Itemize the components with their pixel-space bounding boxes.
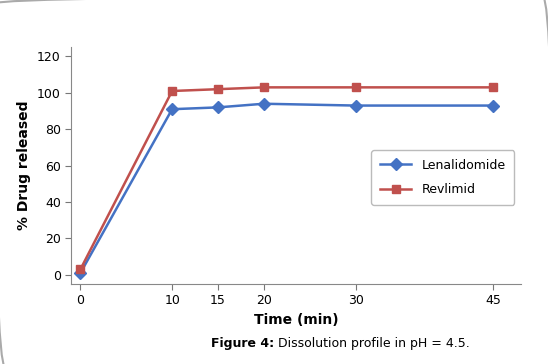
Legend: Lenalidomide, Revlimid: Lenalidomide, Revlimid <box>372 150 515 205</box>
Revlimid <box>77 267 84 272</box>
Text: Dissolution profile in pH = 4.5.: Dissolution profile in pH = 4.5. <box>274 337 470 351</box>
Lenalidomide <box>490 103 496 108</box>
Line: Lenalidomide: Lenalidomide <box>76 100 497 277</box>
Revlimid <box>215 87 221 91</box>
Text: Figure 4:: Figure 4: <box>211 337 274 351</box>
Lenalidomide <box>169 107 175 111</box>
Lenalidomide <box>260 102 267 106</box>
Revlimid <box>260 85 267 90</box>
Lenalidomide <box>77 271 84 275</box>
X-axis label: Time (min): Time (min) <box>254 313 338 327</box>
Revlimid <box>169 89 175 93</box>
Lenalidomide <box>352 103 359 108</box>
Revlimid <box>490 85 496 90</box>
Line: Revlimid: Revlimid <box>76 83 497 273</box>
Revlimid <box>352 85 359 90</box>
Y-axis label: % Drug released: % Drug released <box>18 101 31 230</box>
Lenalidomide <box>215 105 221 110</box>
